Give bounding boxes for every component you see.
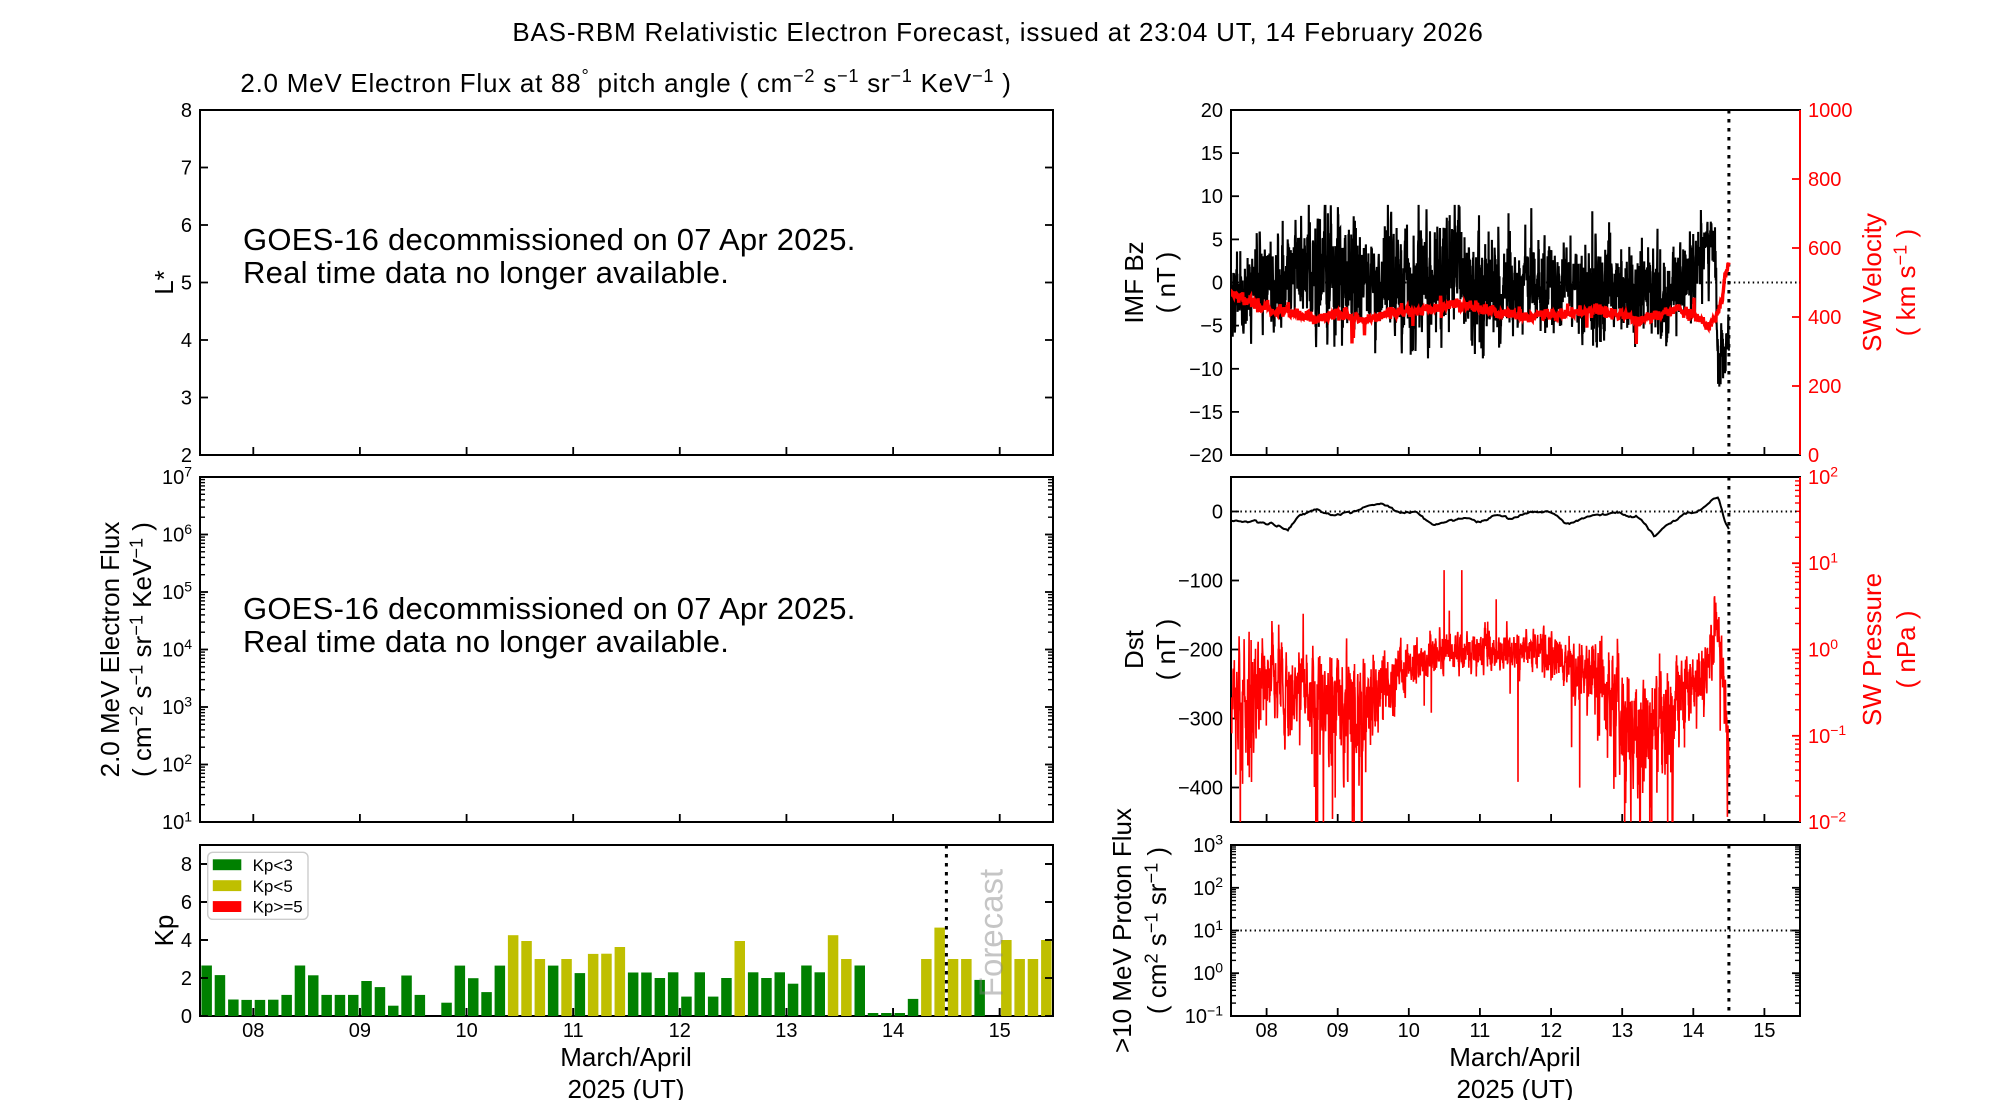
svg-text:106​: 106​ bbox=[162, 521, 192, 547]
svg-text:101​: 101​ bbox=[1808, 550, 1838, 576]
svg-text:2: 2 bbox=[181, 445, 192, 467]
svg-text:2.0 MeV Electron Flux at 88°​: 2.0 MeV Electron Flux at 88°​ pitch angl… bbox=[240, 66, 1011, 98]
svg-text:0: 0 bbox=[181, 1006, 192, 1028]
svg-text:10−2​: 10−2​ bbox=[1808, 808, 1846, 834]
svg-text:−100: −100 bbox=[1178, 571, 1223, 593]
svg-text:100​: 100​ bbox=[1193, 960, 1223, 986]
svg-text:09: 09 bbox=[349, 1020, 371, 1042]
svg-text:4: 4 bbox=[181, 930, 192, 952]
svg-text:( nPa ): ( nPa ) bbox=[1891, 610, 1921, 688]
svg-text:2.0 MeV Electron Flux: 2.0 MeV Electron Flux bbox=[95, 522, 125, 778]
svg-text:09: 09 bbox=[1327, 1020, 1349, 1042]
svg-text:SW Velocity: SW Velocity bbox=[1857, 213, 1887, 352]
svg-text:7: 7 bbox=[181, 158, 192, 180]
svg-text:107​: 107​ bbox=[162, 463, 192, 489]
svg-text:BAS-RBM Relativistic Electron: BAS-RBM Relativistic Electron Forecast, … bbox=[512, 17, 1483, 47]
svg-text:Real time data no longer avail: Real time data no longer available. bbox=[243, 624, 729, 659]
svg-text:Kp>=5: Kp>=5 bbox=[253, 898, 303, 917]
svg-text:10: 10 bbox=[1398, 1020, 1420, 1042]
svg-text:101​: 101​ bbox=[1193, 917, 1223, 943]
svg-text:11: 11 bbox=[563, 1020, 584, 1042]
svg-text:Real time data no longer avail: Real time data no longer available. bbox=[243, 255, 729, 290]
svg-text:SW Pressure: SW Pressure bbox=[1857, 573, 1887, 726]
svg-text:March/April: March/April bbox=[1449, 1042, 1580, 1072]
svg-text:Forecast: Forecast bbox=[973, 869, 1010, 997]
svg-text:2025 (UT): 2025 (UT) bbox=[1456, 1074, 1573, 1100]
svg-text:102​: 102​ bbox=[162, 751, 192, 777]
svg-text:0: 0 bbox=[1212, 502, 1223, 524]
svg-text:2025 (UT): 2025 (UT) bbox=[567, 1074, 684, 1100]
svg-text:( nT ): ( nT ) bbox=[1151, 619, 1181, 681]
svg-text:12: 12 bbox=[669, 1020, 691, 1042]
svg-text:11: 11 bbox=[1470, 1020, 1491, 1042]
svg-text:14: 14 bbox=[882, 1020, 904, 1042]
svg-text:14: 14 bbox=[1682, 1020, 1704, 1042]
svg-text:10: 10 bbox=[1201, 186, 1223, 208]
svg-text:10: 10 bbox=[455, 1020, 477, 1042]
svg-text:2: 2 bbox=[181, 968, 192, 990]
svg-text:( cm2​ s−1​ sr−1​ ): ( cm2​ s−1​ sr−1​ ) bbox=[1142, 847, 1173, 1014]
svg-text:200: 200 bbox=[1808, 376, 1841, 398]
svg-text:−300: −300 bbox=[1178, 709, 1223, 731]
svg-text:GOES-16 decommissioned on 07 A: GOES-16 decommissioned on 07 Apr 2025. bbox=[243, 591, 856, 626]
svg-text:13: 13 bbox=[775, 1020, 797, 1042]
svg-text:103​: 103​ bbox=[1193, 831, 1223, 857]
svg-text:March/April: March/April bbox=[560, 1042, 691, 1072]
svg-text:Kp<3: Kp<3 bbox=[253, 856, 293, 875]
svg-text:13: 13 bbox=[1611, 1020, 1633, 1042]
svg-text:600: 600 bbox=[1808, 238, 1841, 260]
svg-text:3: 3 bbox=[181, 388, 192, 410]
svg-text:( km s−1​ ): ( km s−1​ ) bbox=[1891, 229, 1922, 336]
svg-text:12: 12 bbox=[1540, 1020, 1562, 1042]
svg-text:15: 15 bbox=[989, 1020, 1011, 1042]
svg-text:GOES-16 decommissioned on 07 A: GOES-16 decommissioned on 07 Apr 2025. bbox=[243, 222, 856, 257]
svg-text:−10: −10 bbox=[1189, 359, 1223, 381]
svg-text:102​: 102​ bbox=[1193, 874, 1223, 900]
svg-text:4: 4 bbox=[181, 330, 192, 352]
svg-text:5: 5 bbox=[1212, 229, 1223, 251]
svg-text:20: 20 bbox=[1201, 100, 1223, 122]
svg-text:6: 6 bbox=[181, 215, 192, 237]
svg-text:IMF Bz: IMF Bz bbox=[1119, 241, 1149, 323]
svg-text:103​: 103​ bbox=[162, 693, 192, 719]
svg-text:Kp<5: Kp<5 bbox=[253, 877, 293, 896]
svg-text:08: 08 bbox=[1255, 1020, 1277, 1042]
svg-text:1000: 1000 bbox=[1808, 100, 1853, 122]
svg-text:( nT ): ( nT ) bbox=[1151, 252, 1181, 314]
svg-text:15: 15 bbox=[1753, 1020, 1775, 1042]
svg-text:−5: −5 bbox=[1200, 316, 1223, 338]
svg-text:−200: −200 bbox=[1178, 640, 1223, 662]
svg-text:( cm−2​ s−1​ sr−1​ KeV−1​ ): ( cm−2​ s−1​ sr−1​ KeV−1​ ) bbox=[127, 522, 158, 777]
svg-text:L*: L* bbox=[149, 270, 179, 295]
svg-text:Dst: Dst bbox=[1119, 629, 1149, 669]
svg-text:8: 8 bbox=[181, 854, 192, 876]
svg-text:−15: −15 bbox=[1189, 402, 1223, 424]
svg-text:102​: 102​ bbox=[1808, 463, 1838, 489]
svg-text:6: 6 bbox=[181, 892, 192, 914]
svg-text:−400: −400 bbox=[1178, 778, 1223, 800]
svg-text:Kp: Kp bbox=[149, 915, 179, 947]
svg-text:−20: −20 bbox=[1189, 445, 1223, 467]
svg-text:105​: 105​ bbox=[162, 578, 192, 604]
svg-text:100​: 100​ bbox=[1808, 636, 1838, 662]
svg-text:101​: 101​ bbox=[162, 808, 192, 834]
svg-text:0: 0 bbox=[1212, 273, 1223, 295]
svg-text:15: 15 bbox=[1201, 143, 1223, 165]
svg-text:>10 MeV Proton Flux: >10 MeV Proton Flux bbox=[1107, 808, 1137, 1053]
svg-text:8: 8 bbox=[181, 100, 192, 122]
svg-text:5: 5 bbox=[181, 273, 192, 295]
svg-text:400: 400 bbox=[1808, 307, 1841, 329]
svg-text:104​: 104​ bbox=[162, 636, 192, 662]
svg-text:0: 0 bbox=[1808, 445, 1819, 467]
svg-text:10−1​: 10−1​ bbox=[1808, 722, 1846, 748]
svg-text:800: 800 bbox=[1808, 169, 1841, 191]
svg-text:10−1​: 10−1​ bbox=[1185, 1002, 1223, 1028]
svg-text:08: 08 bbox=[242, 1020, 264, 1042]
